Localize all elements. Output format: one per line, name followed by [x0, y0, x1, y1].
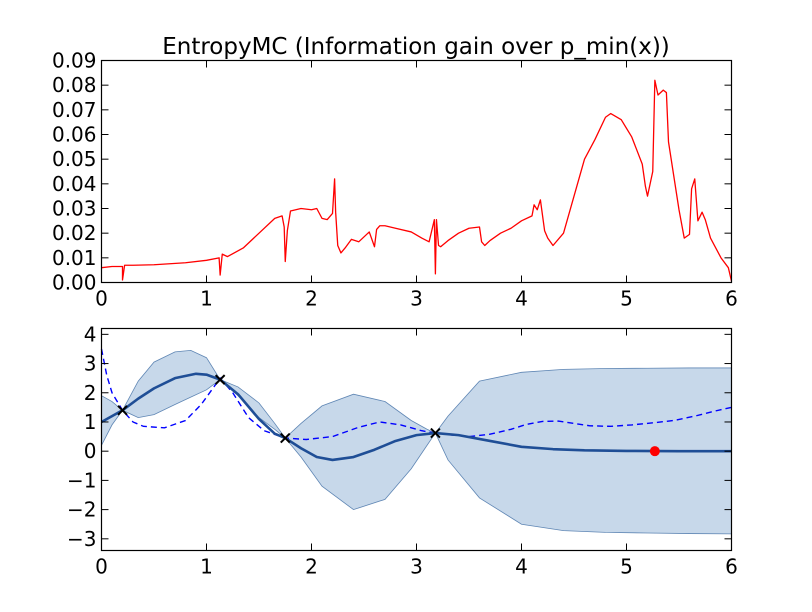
acquisition-ytick-label: 0.02: [52, 221, 97, 245]
acquisition-ytick-label: 0.01: [52, 246, 97, 270]
acquisition-axis-ticks: 0 1 2 3 4 5 60.000.010.020.030.040.050.060.070…: [52, 49, 738, 311]
acquisition-ytick-label: 0.04: [52, 172, 97, 196]
posterior-ytick-label: −2: [67, 498, 96, 522]
acquisition-xtick-label: 0: [95, 287, 108, 311]
posterior-plot: 0 1 2 3 4 5 6 −3 −2 −1 0 1 2 3 4: [67, 322, 738, 578]
next-sample-point: [649, 446, 660, 457]
acquisition-xtick-label: 1: [200, 287, 213, 311]
acquisition-series-layer: [101, 79, 733, 282]
posterior-ytick-label: −1: [67, 468, 96, 492]
posterior-ytick-label: 1: [84, 410, 97, 434]
acquisition-xtick-label: 4: [515, 287, 528, 311]
posterior-ytick-label: 2: [84, 381, 97, 405]
posterior-xtick-label: 2: [305, 555, 318, 579]
acquisition-xtick-label: 2: [305, 287, 318, 311]
acquisition-plot: 0 1 2 3 4 5 60.000.010.020.030.040.050.060.070…: [52, 49, 738, 311]
posterior-ytick-label: 3: [84, 352, 97, 376]
acquisition-xtick-label: 5: [620, 287, 633, 311]
posterior-ytick-label: 4: [84, 322, 97, 346]
posterior-xtick-label: 3: [410, 555, 423, 579]
posterior-xtick-label: 5: [620, 555, 633, 579]
acquisition-ytick-label: 0.06: [52, 123, 97, 147]
acquisition-ytick-label: 0.07: [52, 98, 97, 122]
posterior-xtick-label: 6: [725, 555, 738, 579]
acquisition-ytick-label: 0.00: [52, 271, 97, 295]
chart-title: EntropyMC (Information gain over p_min(x…: [162, 34, 670, 60]
posterior-axis-ticks: 0 1 2 3 4 5 6 −3 −2 −1 0 1 2 3 4: [67, 322, 738, 578]
posterior-ytick-label: −3: [67, 527, 96, 551]
acquisition-ytick-label: 0.03: [52, 197, 97, 221]
acquisition-xtick-label: 3: [410, 287, 423, 311]
posterior-mean-line: [100, 372, 732, 462]
acquisition-ytick-label: 0.08: [52, 73, 97, 97]
acquisition-xtick-label: 6: [725, 287, 738, 311]
posterior-xtick-label: 4: [515, 555, 528, 579]
acquisition-line: [101, 79, 733, 282]
observation-marker: [430, 427, 441, 439]
acquisition-ytick-label: 0.05: [52, 147, 97, 171]
acquisition-dashed-line: [100, 348, 732, 441]
posterior-xtick-label: 0: [95, 555, 108, 579]
observation-marker: [117, 405, 128, 416]
observation-marker: [280, 432, 291, 444]
observation-marker: [214, 374, 226, 385]
acquisition-ytick-label: 0.09: [52, 49, 97, 73]
posterior-ytick-label: 0: [84, 439, 97, 463]
posterior-series-layer: [100, 348, 732, 535]
posterior-xtick-label: 1: [200, 555, 213, 579]
